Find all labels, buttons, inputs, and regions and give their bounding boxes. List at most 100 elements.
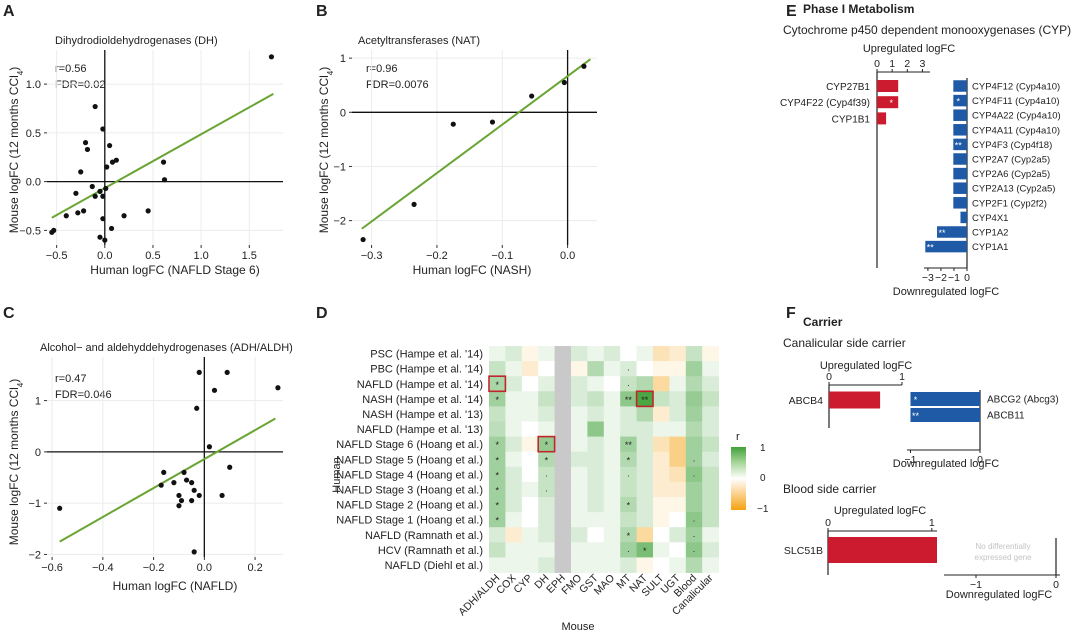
heatmap-cell — [653, 557, 670, 573]
heatmap-cell — [538, 542, 555, 558]
bar — [953, 109, 967, 121]
significance-mark: * — [495, 516, 499, 526]
significance-mark: · — [693, 531, 696, 541]
x-tick-label: 1 — [929, 517, 935, 529]
heatmap-cell — [538, 481, 555, 498]
heatmap-cell — [603, 512, 621, 528]
x-tick-label: −0.6 — [41, 562, 63, 574]
data-point — [102, 237, 108, 243]
panel-f-title: Carrier — [803, 315, 843, 329]
bar-label: CYP4A22 (Cyp4a10) — [972, 111, 1061, 122]
y-tick-label: −2 — [333, 216, 346, 228]
x-tick-label: −3 — [922, 272, 934, 284]
heatmap-cell — [505, 436, 523, 453]
heatmap-cell — [702, 391, 719, 407]
data-point — [84, 146, 91, 153]
bar — [953, 94, 967, 107]
data-point — [206, 444, 213, 450]
data-point — [100, 126, 106, 132]
heatmap-cell — [603, 451, 621, 468]
heatmap-cell — [505, 376, 523, 392]
x-tick-label: 1 — [899, 371, 905, 383]
data-point — [189, 497, 195, 504]
panel-b-plot: −0.3 −0.2 −0.1 0.0 −2 −1 0 1 — [333, 50, 597, 262]
heatmap-cell — [571, 376, 588, 392]
heatmap-cell — [620, 497, 637, 513]
heatmap-cell — [521, 361, 539, 377]
heatmap-cell — [685, 346, 703, 362]
data-point — [103, 185, 109, 192]
heatmap-cell — [653, 497, 670, 513]
heatmap-cell — [505, 451, 523, 468]
panel-b-r: r=0.96 — [366, 63, 398, 75]
heatmap-cell — [571, 481, 588, 498]
significance-mark: · — [627, 365, 630, 375]
panel-f-canalicular-down-label: Downregulated logFC — [893, 458, 999, 470]
heatmap-cell — [702, 376, 719, 392]
heatmap-cell — [636, 527, 654, 543]
bar — [953, 138, 967, 151]
heatmap-cell — [489, 466, 506, 483]
heatmap-cell — [603, 421, 621, 437]
significance-mark: · — [627, 546, 630, 556]
panel-f-canalicular-down-bars: −1 0 * ABCG2 (Abcg3) ** ABCB11 — [904, 390, 1059, 466]
panel-c-title: Alcohol− and aldehyddehydrogenases (ADH/… — [40, 342, 293, 354]
row-label: NAFLD Stage 4 (Hoang et al.) — [336, 469, 483, 481]
heatmap-cell — [489, 406, 506, 422]
significance-mark: · — [545, 485, 548, 495]
heatmap-cell — [587, 451, 605, 468]
x-tick-label: −1 — [970, 579, 982, 591]
row-label: NAFLD (Ramnath et al.) — [365, 530, 483, 542]
data-point — [104, 164, 110, 170]
data-point — [100, 216, 106, 222]
heatmap-cell — [505, 497, 523, 513]
panel-b: B Acetyltransferases (NAT) r=0.96 FDR=0.… — [316, 3, 597, 277]
panel-letter-d: D — [316, 305, 328, 322]
heatmap-cell — [669, 542, 687, 558]
heatmap-cell — [636, 376, 654, 392]
row-label: PSC (Hampe et al. '14) — [370, 349, 483, 361]
heatmap-cell — [653, 436, 670, 453]
panel-d: D Human Mouse PSC (Hampe et al. '14) PBC … — [316, 305, 769, 633]
significance-mark: · — [693, 516, 696, 526]
heatmap-cell — [669, 497, 687, 513]
data-point — [561, 79, 567, 86]
heatmap-cell — [669, 557, 687, 573]
heatmap-cell — [587, 497, 605, 513]
regression-line — [59, 417, 276, 543]
heatmap-cell — [587, 557, 605, 573]
heatmap-cell — [669, 481, 687, 498]
heatmap-cell — [702, 466, 719, 483]
heatmap-cell — [554, 557, 572, 573]
heatmap-cell — [702, 436, 719, 453]
heatmap-cell — [521, 436, 539, 453]
heatmap-cell — [587, 436, 605, 453]
y-tick-label: 0 — [340, 107, 346, 119]
heatmap-cell — [702, 557, 719, 573]
heatmap-cell — [554, 436, 572, 453]
bar — [953, 153, 967, 165]
heatmap-cell — [685, 406, 703, 422]
bar — [925, 240, 967, 253]
x-tick-label: 1.5 — [242, 250, 257, 262]
data-point — [275, 385, 281, 391]
x-tick-label: −0.2 — [143, 562, 165, 574]
bar-label: ABCB11 — [987, 411, 1025, 422]
heatmap-cell — [587, 466, 605, 483]
panel-c-r: r=0.47 — [55, 373, 87, 385]
significance-mark: * — [495, 395, 499, 405]
heatmap-cell — [571, 542, 588, 558]
panel-c-xlabel: Human logFC (NAFLD) — [113, 579, 238, 593]
panel-f-blood-up-label: Upregulated logFC — [834, 505, 926, 517]
panel-f-canalicular-title: Canalicular side carrier — [783, 336, 906, 350]
significance-mark: * — [957, 97, 961, 107]
bar-label: CYP4A11 (Cyp4a10) — [972, 125, 1060, 136]
heatmap-cell — [521, 466, 539, 483]
data-point — [121, 213, 127, 219]
panel-c: C Alcohol− and aldehyddehydrogenases (AD… — [3, 305, 293, 593]
heatmap-cell — [554, 481, 572, 498]
panel-e: E Phase I Metabolism Cytochrome p450 dep… — [780, 2, 1071, 298]
panel-letter-c: C — [3, 305, 15, 322]
heatmap-cell — [554, 466, 572, 483]
heatmap-cell — [571, 436, 588, 453]
